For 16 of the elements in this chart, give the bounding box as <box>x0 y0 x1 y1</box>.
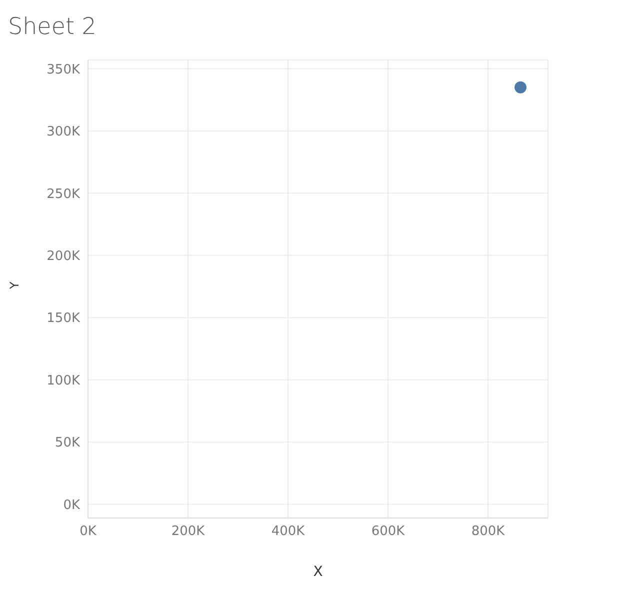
y-axis-title: Y <box>7 281 22 290</box>
x-tick-label: 600K <box>371 524 406 540</box>
y-tick-label: 250K <box>46 186 80 202</box>
y-tick-label: 350K <box>46 62 80 78</box>
y-tick-label: 50K <box>54 436 80 451</box>
x-tick-label: 0K <box>80 524 97 540</box>
y-tick-label: 200K <box>46 249 80 264</box>
x-tick-label: 200K <box>171 524 206 540</box>
y-tick-label: 300K <box>46 124 80 140</box>
x-tick-label: 400K <box>271 524 306 540</box>
y-tick-label: 150K <box>46 311 80 326</box>
x-axis-title: X <box>313 564 324 580</box>
x-tick-label: 800K <box>471 524 506 540</box>
y-tick-label: 0K <box>63 498 80 513</box>
y-tick-label: 100K <box>46 373 80 388</box>
chart-title: Sheet 2 <box>8 14 96 40</box>
